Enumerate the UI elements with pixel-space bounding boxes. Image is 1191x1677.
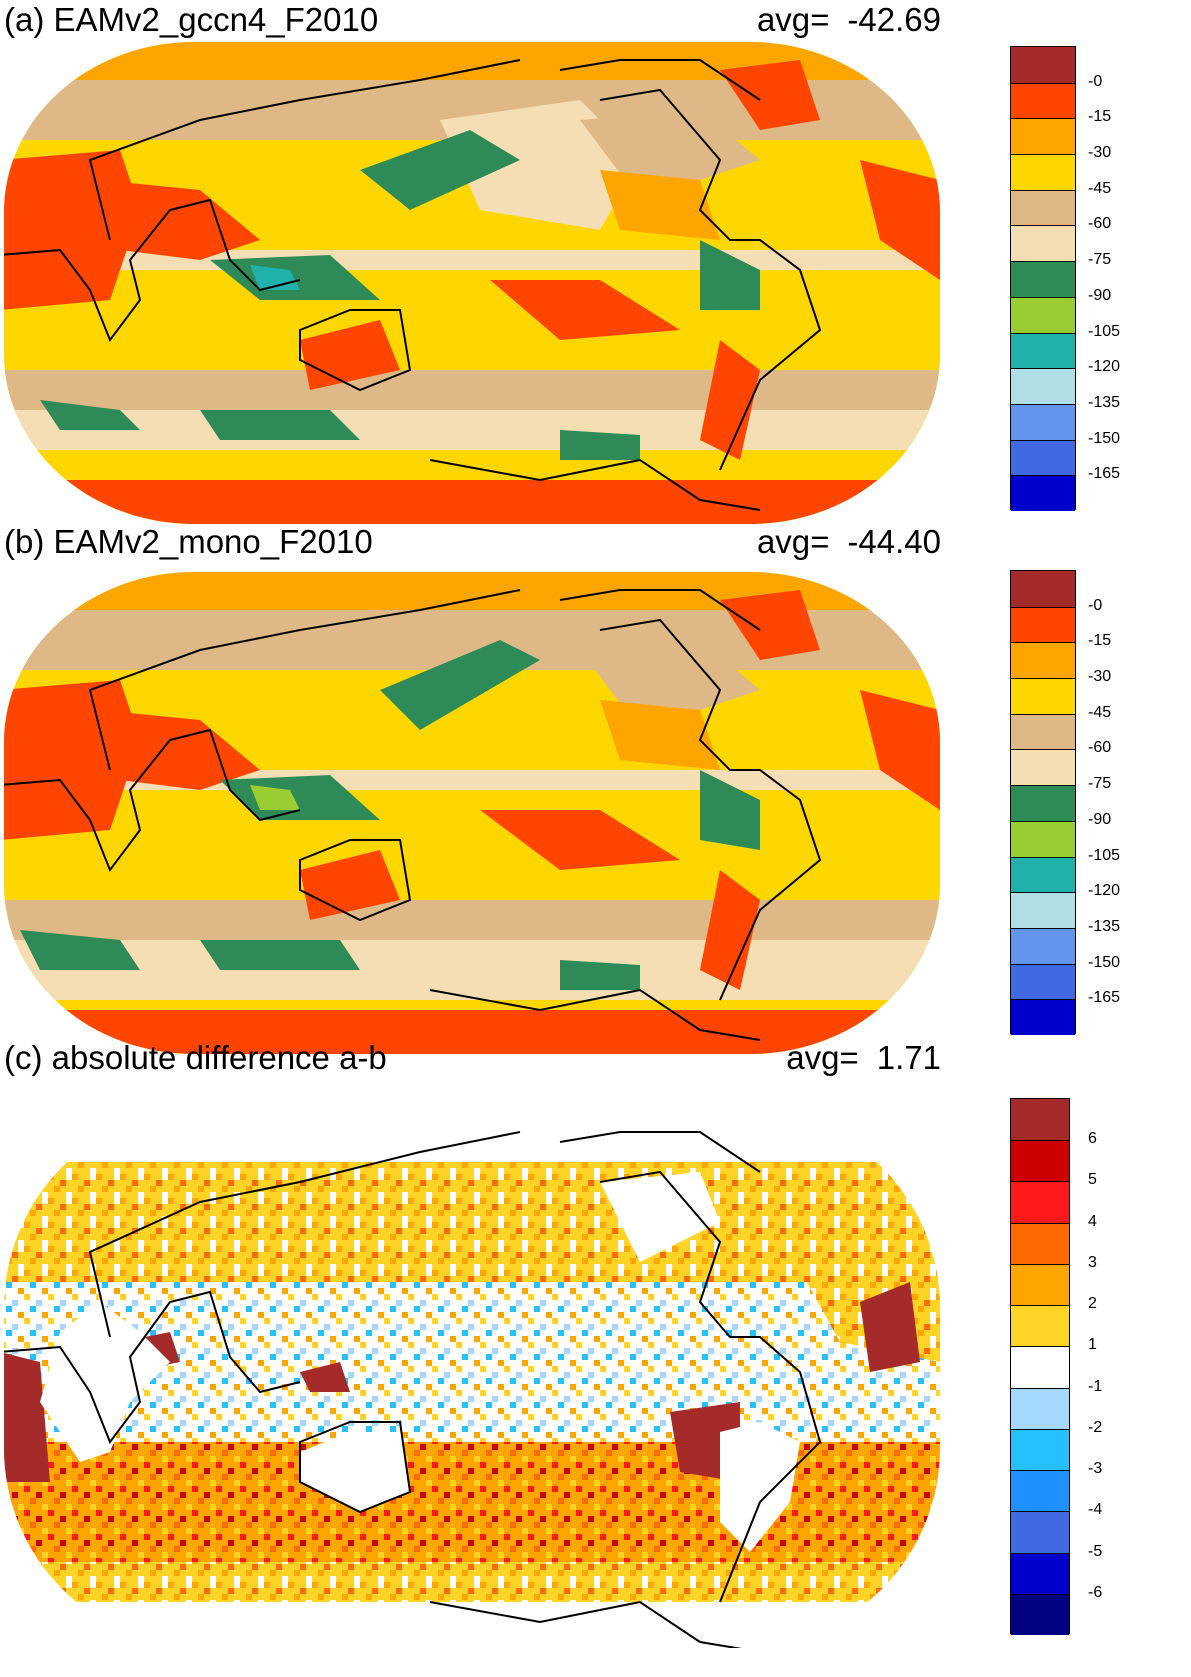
colorbar-tick-label: -45 [1088,179,1112,197]
colorbar-swatch [1011,1099,1069,1141]
map-c [4,1108,940,1648]
colorbar-tick-label: -15 [1088,632,1112,650]
colorbar-swatch [1011,606,1075,643]
colorbar-swatch [1011,1387,1069,1429]
colorbar-swatch [1011,1181,1069,1223]
colorbar-b [1010,570,1076,1035]
colorbar-tick-label: -120 [1088,358,1121,376]
colorbar-swatch [1011,1552,1069,1594]
colorbar-swatch [1011,1346,1069,1388]
colorbar-tick-label: -45 [1088,703,1112,721]
colorbar-swatch [1011,368,1075,404]
colorbar-tick-label: -150 [1088,953,1121,971]
colorbar-swatch [1011,927,1075,964]
colorbar-tick-label: -105 [1088,322,1121,340]
colorbar-c [1010,1098,1070,1635]
colorbar-tick-label: -165 [1088,465,1121,483]
colorbar-swatch [1011,1140,1069,1182]
colorbar-swatch [1011,1263,1069,1306]
colorbar-tick-label: -0 [1088,596,1103,614]
colorbar-tick-label: -135 [1088,917,1121,935]
panel-title: (a) EAMv2_gccn4_F2010 [4,1,379,38]
panel-c: (c) absolute difference a-b avg= 1.71 [0,1040,1191,1677]
colorbar-swatch [1011,82,1075,119]
colorbar-tick-label: -90 [1088,810,1112,828]
colorbar-swatch [1011,47,1075,83]
map-b [4,572,940,1054]
colorbar-tick-label: -105 [1088,846,1121,864]
colorbar-swatch [1011,1511,1069,1553]
colorbar-swatch [1011,678,1075,714]
colorbar-tick-label: 3 [1088,1253,1097,1271]
colorbar-tick-label: -150 [1088,429,1121,447]
colorbar-swatch [1011,892,1075,928]
colorbar-swatch [1011,261,1075,297]
colorbar-tick-label: -60 [1088,215,1112,233]
colorbar-tick-label: -15 [1088,108,1112,126]
colorbar-tick-label: -165 [1088,989,1121,1007]
colorbar-tick-label: -4 [1088,1501,1103,1519]
colorbar-a [1010,46,1076,511]
colorbar-tick-label: -3 [1088,1460,1103,1478]
panel-average: avg= 1.71 [786,1040,941,1076]
panel-average: avg= -44.40 [757,524,941,560]
colorbar-tick-label: 4 [1088,1212,1097,1230]
colorbar-swatch [1011,749,1075,786]
colorbar-swatch [1011,403,1075,440]
colorbar-swatch [1011,154,1075,190]
panel-title: (b) EAMv2_mono_F2010 [4,523,373,560]
colorbar-tick-label: -135 [1088,393,1121,411]
panel-title: (c) absolute difference a-b [4,1039,387,1076]
colorbar-swatch [1011,999,1075,1035]
colorbar-swatch [1011,1428,1069,1471]
colorbar-swatch [1011,820,1075,857]
colorbar-swatch [1011,1305,1069,1347]
colorbar-tick-label: 6 [1088,1130,1097,1148]
colorbar-swatch [1011,571,1075,607]
colorbar-swatch [1011,713,1075,750]
colorbar-swatch [1011,1593,1069,1635]
panel-average: avg= -42.69 [757,2,941,38]
avg-value: -44.40 [847,523,941,560]
avg-value: 1.71 [876,1039,941,1076]
colorbar-tick-label: 2 [1088,1295,1097,1313]
colorbar-swatch [1011,963,1075,1000]
colorbar-tick-label: -30 [1088,668,1112,686]
colorbar-tick-label: -120 [1088,882,1121,900]
colorbar-tick-label: -30 [1088,144,1112,162]
colorbar-tick-label: 1 [1088,1336,1097,1354]
colorbar-swatch [1011,439,1075,476]
colorbar-tick-label: -60 [1088,739,1112,757]
colorbar-tick-label: -90 [1088,286,1112,304]
colorbar-tick-label: -1 [1088,1377,1103,1395]
colorbar-swatch [1011,1470,1069,1512]
colorbar-swatch [1011,189,1075,226]
avg-label: avg= [756,1,830,38]
colorbar-tick-label: -5 [1088,1542,1103,1560]
avg-label: avg= [786,1039,859,1076]
colorbar-swatch [1011,296,1075,333]
colorbar-swatch [1011,118,1075,155]
colorbar-swatch [1011,642,1075,679]
colorbar-swatch [1011,785,1075,821]
avg-label: avg= [756,523,830,560]
colorbar-swatch [1011,225,1075,262]
colorbar-tick-label: -6 [1088,1583,1103,1601]
colorbar-tick-label: -2 [1088,1418,1103,1436]
colorbar-tick-label: 5 [1088,1171,1097,1189]
avg-value: -42.69 [847,1,941,38]
colorbar-tick-label: -75 [1088,251,1112,269]
panel-a: (a) EAMv2_gccn4_F2010 avg= -42.69 [0,0,1191,524]
map-a [4,42,940,524]
panel-b: (b) EAMv2_mono_F2010 avg= -44.40 [0,520,1191,1054]
colorbar-swatch [1011,475,1075,511]
colorbar-swatch [1011,856,1075,893]
colorbar-swatch [1011,332,1075,369]
colorbar-tick-label: -0 [1088,72,1103,90]
colorbar-tick-label: -75 [1088,775,1112,793]
colorbar-swatch [1011,1222,1069,1264]
